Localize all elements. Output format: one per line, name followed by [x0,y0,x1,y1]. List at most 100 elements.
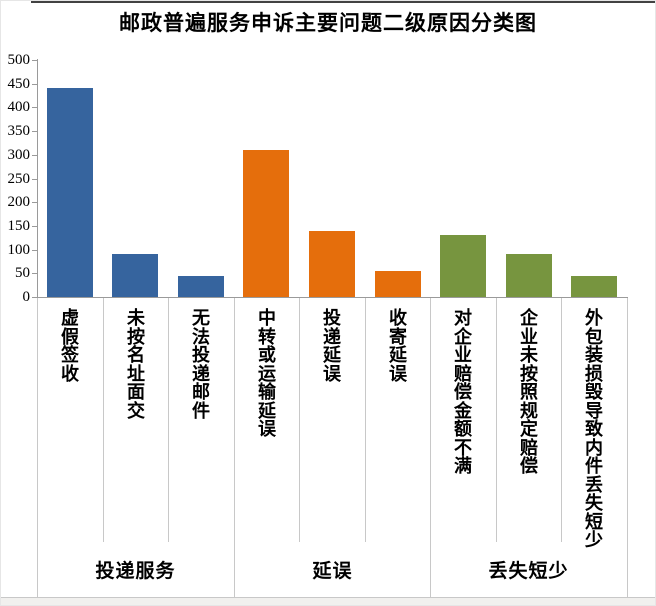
category-label-char: 企 [454,326,472,348]
category-label-char: 少 [585,530,603,551]
category-label-char: 损 [585,363,603,385]
bar [506,254,552,297]
bar [178,276,224,297]
category-label-char: 装 [585,345,603,366]
group-label: 延误 [312,560,353,582]
category-label-char: 未 [520,345,538,366]
bar [440,235,486,297]
category-label-char: 失 [585,493,603,514]
category-label: 投递延误 [299,298,365,542]
y-tick-mark [32,60,37,61]
bar [112,254,158,297]
category-label-char: 导 [585,400,603,422]
category-label-char: 寄 [389,326,407,348]
category-label: 未按名址面交 [103,298,169,542]
category-divider [496,298,497,542]
category-label: 企业未按照规定赔偿 [496,298,562,542]
category-label-char: 误 [389,363,407,385]
y-tick-label: 300 [7,147,31,163]
y-tick-label: 350 [7,123,31,139]
category-label-char: 运 [258,363,276,385]
category-label: 对企业赔偿金额不满 [430,298,496,542]
category-label-char: 不 [454,437,472,459]
category-label-char: 交 [127,400,145,422]
category-divider [561,298,562,542]
category-divider [365,298,366,542]
category-label-char: 输 [258,382,276,403]
category-label-char: 件 [192,400,210,422]
category-label-char: 件 [585,456,603,477]
category-label-char: 中 [258,308,276,329]
category-label-char: 照 [520,382,538,403]
y-tick-label: 100 [7,242,31,258]
category-label-char: 赔 [454,363,472,385]
category-label-char: 虚 [61,308,79,329]
category-label-char: 额 [454,419,472,440]
category-label-char: 按 [127,326,145,348]
category-label-char: 收 [61,363,79,385]
category-label-char: 致 [585,419,603,440]
y-tick-mark [32,273,37,274]
y-tick-label: 500 [7,52,31,68]
category-label-char: 或 [258,345,276,366]
category-label-char: 误 [323,363,341,385]
category-label-char: 业 [520,326,538,348]
category-label-char: 递 [323,326,341,348]
category-divider [103,298,104,542]
top-border-artifact [31,1,655,3]
outer-bottom-border [1,597,655,598]
y-tick-label: 400 [7,99,31,115]
category-label-char: 赔 [520,437,538,459]
category-label-char: 投 [323,308,341,329]
y-tick-label: 0 [22,289,31,305]
category-label-char: 按 [520,363,538,385]
category-label: 无法投递邮件 [168,298,234,542]
y-tick-mark [32,226,37,227]
bar [309,231,355,297]
y-tick-mark [32,84,37,85]
group-divider [234,298,235,597]
y-tick-label: 250 [7,171,31,187]
chart-title: 邮政普遍服务申诉主要问题二级原因分类图 [119,10,537,35]
category-label: 虚假签收 [37,298,103,542]
y-tick-mark [32,131,37,132]
y-tick-mark [32,155,37,156]
category-label-char: 名 [127,345,145,366]
category-label: 中转或运输延误 [234,298,300,542]
y-tick-mark [32,107,37,108]
y-axis-line [37,59,38,298]
category-label-char: 转 [258,326,276,348]
category-label-char: 包 [585,326,603,348]
group-label: 丢失短少 [488,560,569,582]
category-label-char: 内 [585,437,603,459]
category-label-char: 偿 [454,382,472,403]
category-label-char: 未 [127,308,145,329]
category-label-char: 无 [192,308,210,329]
category-label-char: 规 [520,400,538,422]
category-label-char: 业 [454,345,472,366]
category-label-char: 投 [192,345,210,366]
category-label-char: 法 [192,326,210,348]
group-divider [430,298,431,597]
category-label-char: 延 [323,345,341,366]
y-tick-mark [32,250,37,251]
category-label-char: 延 [389,345,407,366]
bar [47,88,93,297]
category-label-char: 签 [61,345,79,366]
y-tick-label: 50 [15,265,30,281]
bottom-gray-strip [1,598,655,605]
y-tick-label: 450 [7,76,31,92]
category-label-char: 址 [127,363,145,385]
y-tick-mark [32,202,37,203]
category-label-char: 企 [520,308,538,329]
category-label-char: 误 [258,419,276,440]
category-label: 收寄延误 [365,298,431,542]
category-label-char: 定 [520,419,538,440]
y-tick-mark [32,179,37,180]
category-label-char: 面 [127,382,145,403]
category-label-char: 毁 [585,382,603,403]
category-label-char: 对 [454,308,472,329]
category-label-char: 满 [454,456,472,477]
category-label-char: 邮 [192,382,210,403]
